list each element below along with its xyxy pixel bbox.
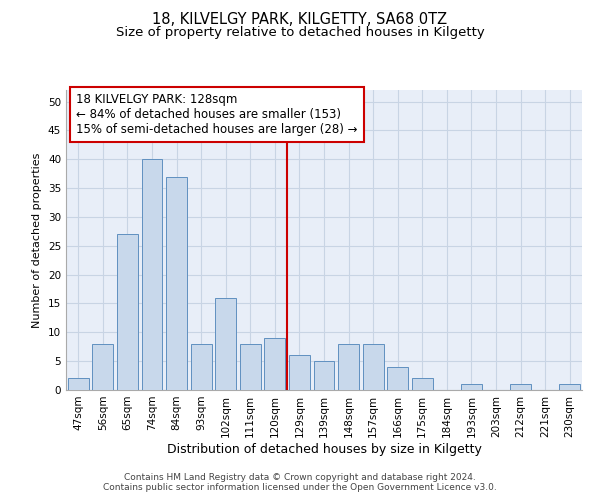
Bar xyxy=(412,378,433,390)
Bar xyxy=(92,344,113,390)
Bar xyxy=(265,338,286,390)
Bar xyxy=(559,384,580,390)
Bar xyxy=(387,367,408,390)
Bar xyxy=(191,344,212,390)
Bar xyxy=(289,356,310,390)
Text: 18, KILVELGY PARK, KILGETTY, SA68 0TZ: 18, KILVELGY PARK, KILGETTY, SA68 0TZ xyxy=(152,12,448,28)
Text: Size of property relative to detached houses in Kilgetty: Size of property relative to detached ho… xyxy=(116,26,484,39)
Text: 18 KILVELGY PARK: 128sqm
← 84% of detached houses are smaller (153)
15% of semi-: 18 KILVELGY PARK: 128sqm ← 84% of detach… xyxy=(76,93,358,136)
Bar xyxy=(215,298,236,390)
X-axis label: Distribution of detached houses by size in Kilgetty: Distribution of detached houses by size … xyxy=(167,442,481,456)
Bar xyxy=(338,344,359,390)
Bar xyxy=(117,234,138,390)
Bar xyxy=(510,384,531,390)
Y-axis label: Number of detached properties: Number of detached properties xyxy=(32,152,43,328)
Bar xyxy=(68,378,89,390)
Bar xyxy=(142,159,163,390)
Bar xyxy=(314,361,334,390)
Bar xyxy=(240,344,261,390)
Bar xyxy=(461,384,482,390)
Bar xyxy=(362,344,383,390)
Text: Contains HM Land Registry data © Crown copyright and database right 2024.
Contai: Contains HM Land Registry data © Crown c… xyxy=(103,473,497,492)
Bar xyxy=(166,176,187,390)
